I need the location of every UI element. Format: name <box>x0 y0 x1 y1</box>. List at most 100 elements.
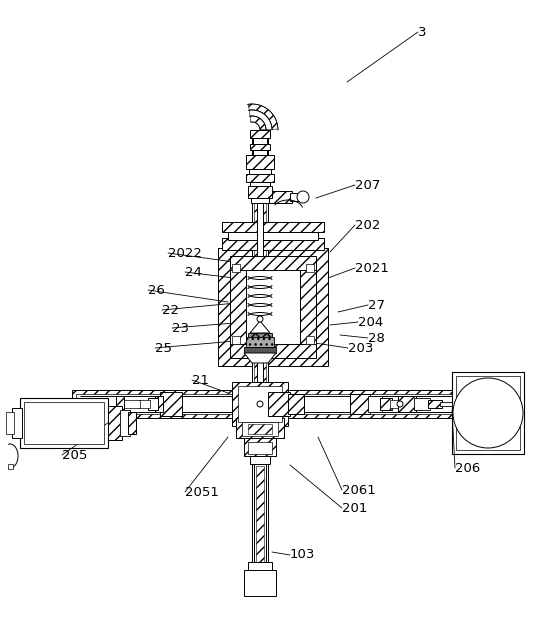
Bar <box>222 222 324 232</box>
Text: 203: 203 <box>348 341 373 355</box>
Bar <box>6 412 14 434</box>
Text: 24: 24 <box>185 265 202 279</box>
Bar <box>244 570 276 596</box>
Bar <box>120 410 130 436</box>
Polygon shape <box>248 104 278 129</box>
Polygon shape <box>244 353 276 363</box>
Bar <box>236 418 284 438</box>
Bar <box>248 333 272 337</box>
Bar <box>306 264 314 272</box>
Circle shape <box>397 401 403 407</box>
Bar <box>380 398 392 410</box>
Text: 23: 23 <box>172 321 189 334</box>
Bar <box>72 390 490 418</box>
Bar <box>76 394 486 414</box>
Bar <box>108 406 122 440</box>
Bar <box>160 392 182 416</box>
Bar <box>306 336 314 344</box>
Bar <box>250 130 270 138</box>
Text: 103: 103 <box>290 548 315 562</box>
Bar <box>249 169 271 174</box>
Text: 28: 28 <box>368 332 385 344</box>
Bar <box>116 396 124 412</box>
Text: 202: 202 <box>355 219 381 231</box>
Bar <box>456 376 520 450</box>
Bar <box>242 390 278 418</box>
Bar <box>288 394 304 414</box>
Bar <box>248 424 272 434</box>
Text: 3: 3 <box>418 26 426 38</box>
Text: 2021: 2021 <box>355 261 389 275</box>
Bar <box>252 130 268 580</box>
Circle shape <box>453 378 523 448</box>
Bar <box>248 186 272 198</box>
Text: 201: 201 <box>342 502 367 514</box>
Bar <box>246 174 274 182</box>
Bar <box>368 396 382 412</box>
Bar <box>254 130 266 580</box>
Circle shape <box>297 191 309 203</box>
Bar <box>232 336 240 344</box>
Bar <box>238 386 282 422</box>
Text: 27: 27 <box>368 298 385 311</box>
Text: 204: 204 <box>358 316 383 328</box>
Text: 207: 207 <box>355 178 381 192</box>
Bar <box>8 464 13 469</box>
Bar <box>232 264 240 272</box>
Bar <box>12 408 22 438</box>
Bar <box>138 400 150 408</box>
Bar <box>242 422 278 436</box>
Bar <box>390 400 400 408</box>
Polygon shape <box>249 110 272 130</box>
Bar <box>244 347 276 353</box>
Bar <box>440 402 452 406</box>
Text: 25: 25 <box>155 341 172 355</box>
Bar <box>250 182 270 188</box>
Bar <box>148 398 158 410</box>
Circle shape <box>257 401 263 407</box>
Text: 206: 206 <box>455 461 480 475</box>
Bar <box>218 248 328 366</box>
Bar <box>254 464 266 564</box>
Bar <box>253 150 267 155</box>
Bar <box>398 396 416 412</box>
Text: 2022: 2022 <box>168 247 202 259</box>
Bar <box>128 412 136 434</box>
Text: 22: 22 <box>162 304 179 316</box>
Bar <box>222 238 324 250</box>
Bar <box>248 562 272 572</box>
Text: 21: 21 <box>192 374 209 387</box>
Bar <box>246 337 274 347</box>
Bar <box>246 270 300 344</box>
Bar <box>414 398 430 410</box>
Bar <box>232 382 288 426</box>
Text: 2051: 2051 <box>185 486 219 498</box>
Bar <box>20 398 108 448</box>
Bar <box>452 372 524 454</box>
Polygon shape <box>250 116 266 130</box>
Bar <box>290 193 300 201</box>
Text: 2061: 2061 <box>342 484 376 497</box>
Bar <box>428 400 442 408</box>
Text: 205: 205 <box>62 449 88 461</box>
Bar <box>230 256 316 358</box>
Bar <box>250 144 270 150</box>
Bar <box>251 198 269 203</box>
Bar <box>268 191 292 203</box>
Bar <box>268 392 290 416</box>
Text: 26: 26 <box>148 284 165 296</box>
Bar <box>244 438 276 456</box>
Bar <box>228 230 318 240</box>
Bar <box>230 256 246 358</box>
Bar <box>248 442 272 454</box>
Bar <box>257 130 263 580</box>
Circle shape <box>257 316 263 322</box>
Bar <box>250 456 270 464</box>
Bar <box>120 400 140 408</box>
Bar <box>253 138 267 144</box>
Bar <box>350 394 370 414</box>
Bar <box>230 344 316 358</box>
Bar <box>300 256 316 358</box>
Bar <box>256 466 264 562</box>
Bar <box>230 256 316 270</box>
